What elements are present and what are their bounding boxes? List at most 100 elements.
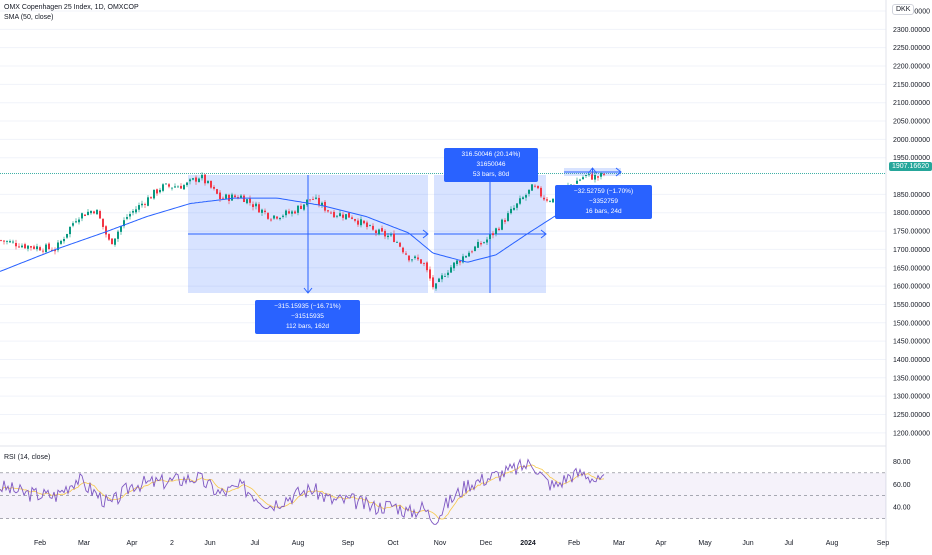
candle-body [366,222,368,227]
candle-body [441,275,443,280]
candle [153,189,155,200]
candle-body [396,241,398,243]
candle [21,243,23,249]
rsi-line [0,458,605,525]
price-axis-label: 1400.00000 [893,357,930,364]
candle-body [384,230,386,237]
symbol-legend[interactable]: OMX Copenhagen 25 Index, 1D, OMXCOP [4,4,139,11]
candle-body [234,195,236,198]
candle-body [588,173,590,175]
candle [462,253,464,264]
candle-body [57,242,59,251]
candle-body [423,263,425,264]
candle [216,188,218,195]
last-price-tag: 1907.16620 [889,162,932,171]
candle [3,240,5,245]
candle [429,266,431,281]
candle [288,208,290,215]
candle [231,192,233,201]
candle-body [195,177,197,182]
measure-tool-3 [564,167,622,177]
candle-body [369,225,371,227]
candle-body [141,203,143,206]
candle [369,224,371,227]
candle-body [504,220,506,222]
candle [204,174,206,186]
candle-body [207,181,209,183]
candle [468,250,470,257]
candle-body [525,195,527,198]
price-axis-label: 1250.00000 [893,412,930,419]
candle [39,245,41,251]
candle [579,178,581,182]
candle [138,202,140,213]
time-axis-label: Jun [204,540,215,547]
candle-body [177,186,179,188]
measure-2-bars: 53 bars, 80d [472,171,510,178]
rsi-axis-label: 80.00 [893,459,911,466]
candle-body [300,205,302,209]
candle [99,209,101,219]
candle [549,200,551,203]
price-axis-label: 1450.00000 [893,339,930,346]
candle [366,220,368,230]
candle [414,255,416,260]
candle-body [465,255,467,258]
candle-body [498,228,500,230]
candle [165,183,167,185]
candle-body [147,197,149,206]
candle-body [495,228,497,234]
candle-body [198,178,200,183]
candle [75,218,77,224]
candle-body [360,219,362,226]
candle-body [600,173,602,177]
rsi-legend[interactable]: RSI (14, close) [4,454,51,461]
price-axis-label: 2200.00000 [893,64,930,71]
candle [291,209,293,217]
candle [516,203,518,211]
candle-body [579,179,581,181]
candle [159,187,161,194]
candle-body [432,277,434,288]
candle [594,171,596,183]
candle [177,185,179,188]
candle [6,240,8,245]
candle-body [414,256,416,259]
candle [444,273,446,277]
candle-body [156,189,158,194]
candle [27,245,29,252]
candle-body [144,204,146,205]
candle-body [129,214,131,217]
price-axis-label: 1550.00000 [893,302,930,309]
price-axis-label: 1800.00000 [893,210,930,217]
price-axis-label: 1350.00000 [893,375,930,382]
candle [57,240,59,253]
candle [498,226,500,232]
candle-body [276,216,278,219]
candle [336,215,338,219]
candle-body [159,189,161,193]
candle [402,246,404,254]
candle [537,185,539,190]
candle-body [489,234,491,239]
candle-body [444,276,446,277]
candle-body [408,255,410,261]
time-axis-label: Mar [613,540,626,547]
candle-body [315,197,317,199]
currency-label[interactable]: DKK [892,4,915,15]
candle [84,214,86,217]
candle [528,189,530,197]
candle-body [75,221,77,223]
candle [261,208,263,216]
candle-body [411,259,413,261]
candle-body [45,244,47,253]
sma-legend[interactable]: SMA (50, close) [4,14,54,21]
candle [354,218,356,223]
candle-body [171,187,173,189]
candle-body [576,180,578,184]
candle [162,183,164,193]
candle-body [549,201,551,203]
candle-body [330,212,332,214]
